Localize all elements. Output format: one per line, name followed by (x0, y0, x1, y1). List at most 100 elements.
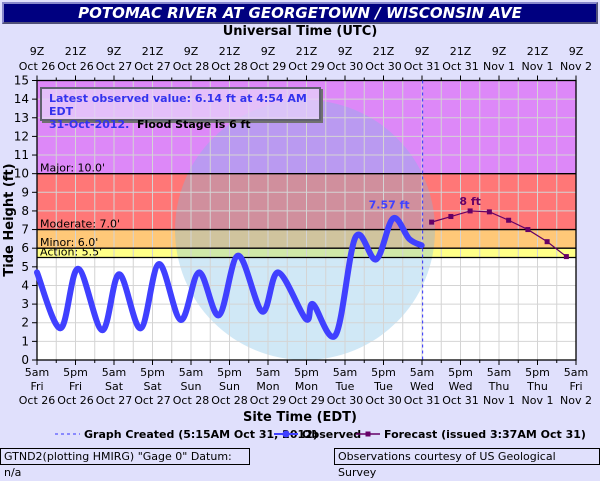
forecast-point (544, 239, 550, 245)
latest-observed-text: Latest observed value: 6.14 ft at 4:54 A… (49, 92, 307, 118)
y-tick-label: 6 (21, 241, 29, 255)
top-tick-date: Nov 1 (483, 60, 515, 73)
top-tick-date: Oct 28 (173, 60, 210, 73)
y-tick-label: 14 (14, 92, 29, 106)
legend-observed-marker (282, 430, 290, 438)
top-tick-date: Oct 31 (442, 60, 479, 73)
bottom-tick-label: Tue (335, 380, 355, 393)
bottom-tick-label: 5pm (63, 366, 88, 379)
top-tick-date: Oct 29 (250, 60, 287, 73)
legend-graph-created: Graph Created (5:15AM Oct 31, 2012) (84, 428, 318, 441)
bottom-tick-label: Nov 1 (522, 394, 554, 407)
top-tick-label: 21Z (373, 45, 395, 58)
bottom-tick-label: Sat (143, 380, 162, 393)
bottom-tick-label: Sat (105, 380, 124, 393)
flood-label-3: Action: 5.5' (40, 246, 102, 259)
bottom-tick-label: Oct 27 (96, 394, 133, 407)
top-tick-date: Oct 30 (327, 60, 364, 73)
bottom-tick-label: Oct 29 (288, 394, 325, 407)
bottom-tick-label: 5am (179, 366, 203, 379)
top-tick-date: Nov 1 (522, 60, 554, 73)
bottom-tick-label: Wed (449, 380, 473, 393)
top-tick-date: Oct 26 (19, 60, 56, 73)
y-tick-label: 7 (21, 223, 29, 237)
legend-observed: Observed (302, 428, 361, 441)
top-tick-label: 21Z (65, 45, 87, 58)
bottom-tick-label: Nov 2 (560, 394, 592, 407)
top-tick-label: 9Z (338, 45, 353, 58)
y-tick-label: 13 (14, 111, 29, 125)
bottom-tick-label: 5am (487, 366, 511, 379)
bottom-axis-title: Site Time (EDT) (243, 410, 357, 425)
y-axis-label: Tide Height (ft) (2, 163, 17, 276)
bottom-tick-label: 5pm (371, 366, 396, 379)
top-tick-label: 21Z (527, 45, 549, 58)
top-tick-label: 21Z (219, 45, 241, 58)
top-tick-date: Oct 29 (288, 60, 325, 73)
forecast-point (429, 219, 435, 225)
y-tick-label: 3 (21, 297, 29, 311)
top-tick-label: 9Z (184, 45, 199, 58)
latest-observed-date: 31-Oct-2012. (49, 118, 130, 131)
observations-credit: Observations courtesy of US Geological S… (334, 448, 600, 479)
top-tick-label: 9Z (107, 45, 122, 58)
bottom-tick-label: 5am (256, 366, 280, 379)
observed-series-line (34, 215, 425, 340)
bottom-tick-label: Thu (526, 380, 548, 393)
bottom-tick-label: Oct 27 (134, 394, 171, 407)
bottom-tick-label: Oct 31 (404, 394, 441, 407)
y-tick-label: 5 (21, 260, 29, 274)
legend-forecast: Forecast (issued 3:37AM Oct 31) (384, 428, 586, 441)
bottom-tick-label: 5am (102, 366, 126, 379)
top-tick-date: Oct 27 (96, 60, 133, 73)
bottom-tick-label: 5am (564, 366, 588, 379)
forecast-point (525, 227, 531, 233)
y-tick-label: 0 (21, 353, 29, 367)
bottom-tick-label: Oct 26 (19, 394, 56, 407)
bottom-tick-label: 5am (25, 366, 49, 379)
bottom-tick-label: 5am (410, 366, 434, 379)
flood-label-2: Minor: 6.0' (40, 236, 98, 249)
bottom-tick-label: 5pm (140, 366, 165, 379)
y-tick-label: 10 (14, 167, 29, 181)
bottom-tick-label: Oct 30 (365, 394, 402, 407)
top-tick-label: 9Z (261, 45, 276, 58)
top-tick-date: Nov 2 (560, 60, 592, 73)
forecast-point (486, 209, 492, 215)
flood-label-1: Moderate: 7.0' (40, 218, 120, 231)
top-tick-label: 9Z (569, 45, 584, 58)
bottom-tick-label: 5am (333, 366, 357, 379)
bottom-tick-label: Mon (295, 380, 318, 393)
forecast-series-line (431, 210, 567, 258)
top-tick-label: 9Z (415, 45, 430, 58)
forecast-point (448, 214, 454, 220)
top-axis-title: Universal Time (UTC) (223, 24, 378, 39)
bottom-tick-label: 5pm (217, 366, 242, 379)
bottom-tick-label: Oct 30 (327, 394, 364, 407)
top-tick-date: Oct 26 (57, 60, 94, 73)
flood-stage-text: Flood Stage is 6 ft (137, 118, 251, 131)
observed-peak-label: 7.57 ft (369, 198, 410, 211)
bottom-tick-label: 5pm (294, 366, 319, 379)
forecast-peak-label: 8 ft (459, 195, 481, 208)
bottom-tick-label: Fri (69, 380, 82, 393)
bottom-tick-label: Oct 29 (250, 394, 287, 407)
bottom-tick-label: Oct 28 (173, 394, 210, 407)
bottom-tick-label: Mon (256, 380, 279, 393)
y-tick-label: 11 (14, 148, 29, 162)
bottom-tick-label: Oct 31 (442, 394, 479, 407)
gauge-info: GTND2(plotting HMIRG) "Gage 0" Datum: n/… (0, 448, 250, 479)
hydrograph-chart: Major: 10.0' Moderate: 7.0' Minor: 6.0'Act… (2, 24, 592, 441)
y-tick-label: 2 (21, 316, 29, 330)
bottom-tick-label: Fri (569, 380, 582, 393)
y-tick-label: 9 (21, 185, 29, 199)
top-tick-label: 21Z (142, 45, 164, 58)
bottom-tick-label: Oct 28 (211, 394, 248, 407)
bottom-tick-label: Tue (373, 380, 393, 393)
y-tick-label: 8 (21, 204, 29, 218)
bottom-tick-label: Wed (410, 380, 434, 393)
top-tick-label: 9Z (492, 45, 507, 58)
top-tick-date: Oct 31 (404, 60, 441, 73)
bottom-tick-label: Nov 1 (483, 394, 515, 407)
bottom-tick-label: Oct 26 (57, 394, 94, 407)
